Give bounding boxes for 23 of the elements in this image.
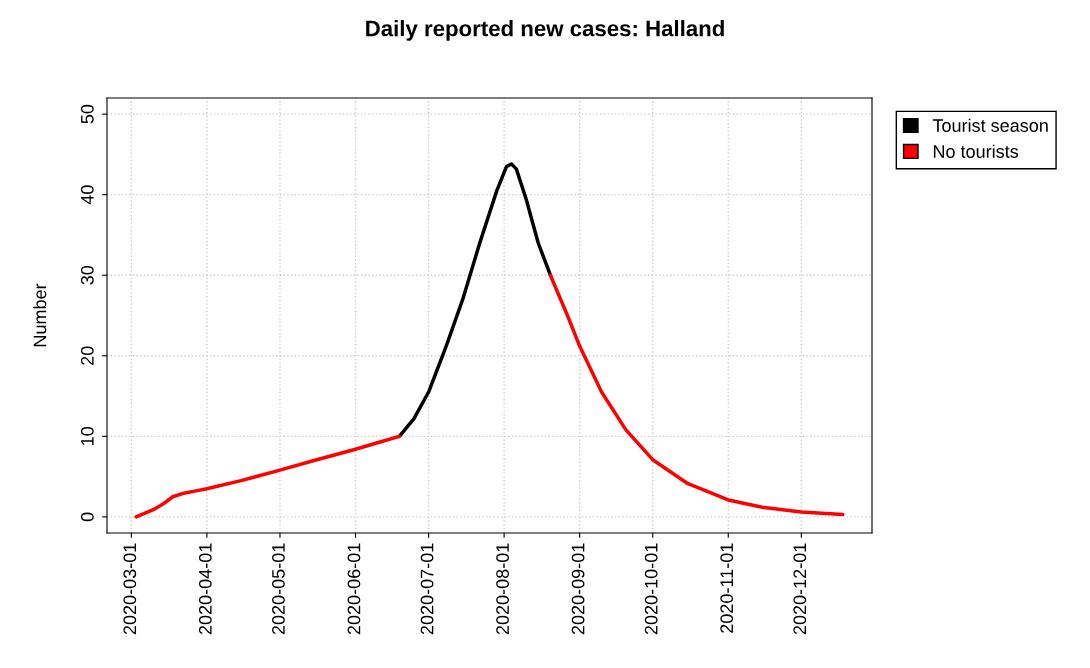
line-series [397, 162, 553, 439]
x-tick-label: 2020-05-01 [272, 543, 285, 635]
y-tick-label: 50 [80, 104, 94, 124]
chart-title: Daily reported new cases: Halland [366, 20, 724, 41]
legend-label: Tourist season [932, 118, 1048, 132]
x-tick-label: 2020-07-01 [420, 543, 434, 635]
x-tick-label: 2020-11-01 [720, 543, 734, 633]
x-tick-label: 2020-09-01 [571, 543, 585, 635]
x-tick-label: 2020-08-01 [496, 543, 509, 635]
line-series [548, 273, 845, 517]
legend-label: No tourists [933, 144, 1019, 158]
line-series [134, 434, 402, 519]
x-tick-label: 2020-04-01 [198, 543, 212, 635]
x-tick-label: 2020-06-01 [347, 543, 361, 635]
y-tick-label: 10 [80, 427, 94, 445]
y-tick-label: 20 [80, 346, 94, 365]
x-tick-label: 2020-12-01 [793, 543, 807, 635]
x-tick-label: 2020-03-01 [123, 543, 137, 635]
y-tick-label: 0 [80, 512, 94, 522]
y-tick-label: 40 [80, 185, 94, 205]
y-axis-title: Number [33, 283, 47, 347]
y-tick-label: 30 [80, 265, 94, 285]
x-tick-label: 2020-10-01 [644, 543, 658, 635]
